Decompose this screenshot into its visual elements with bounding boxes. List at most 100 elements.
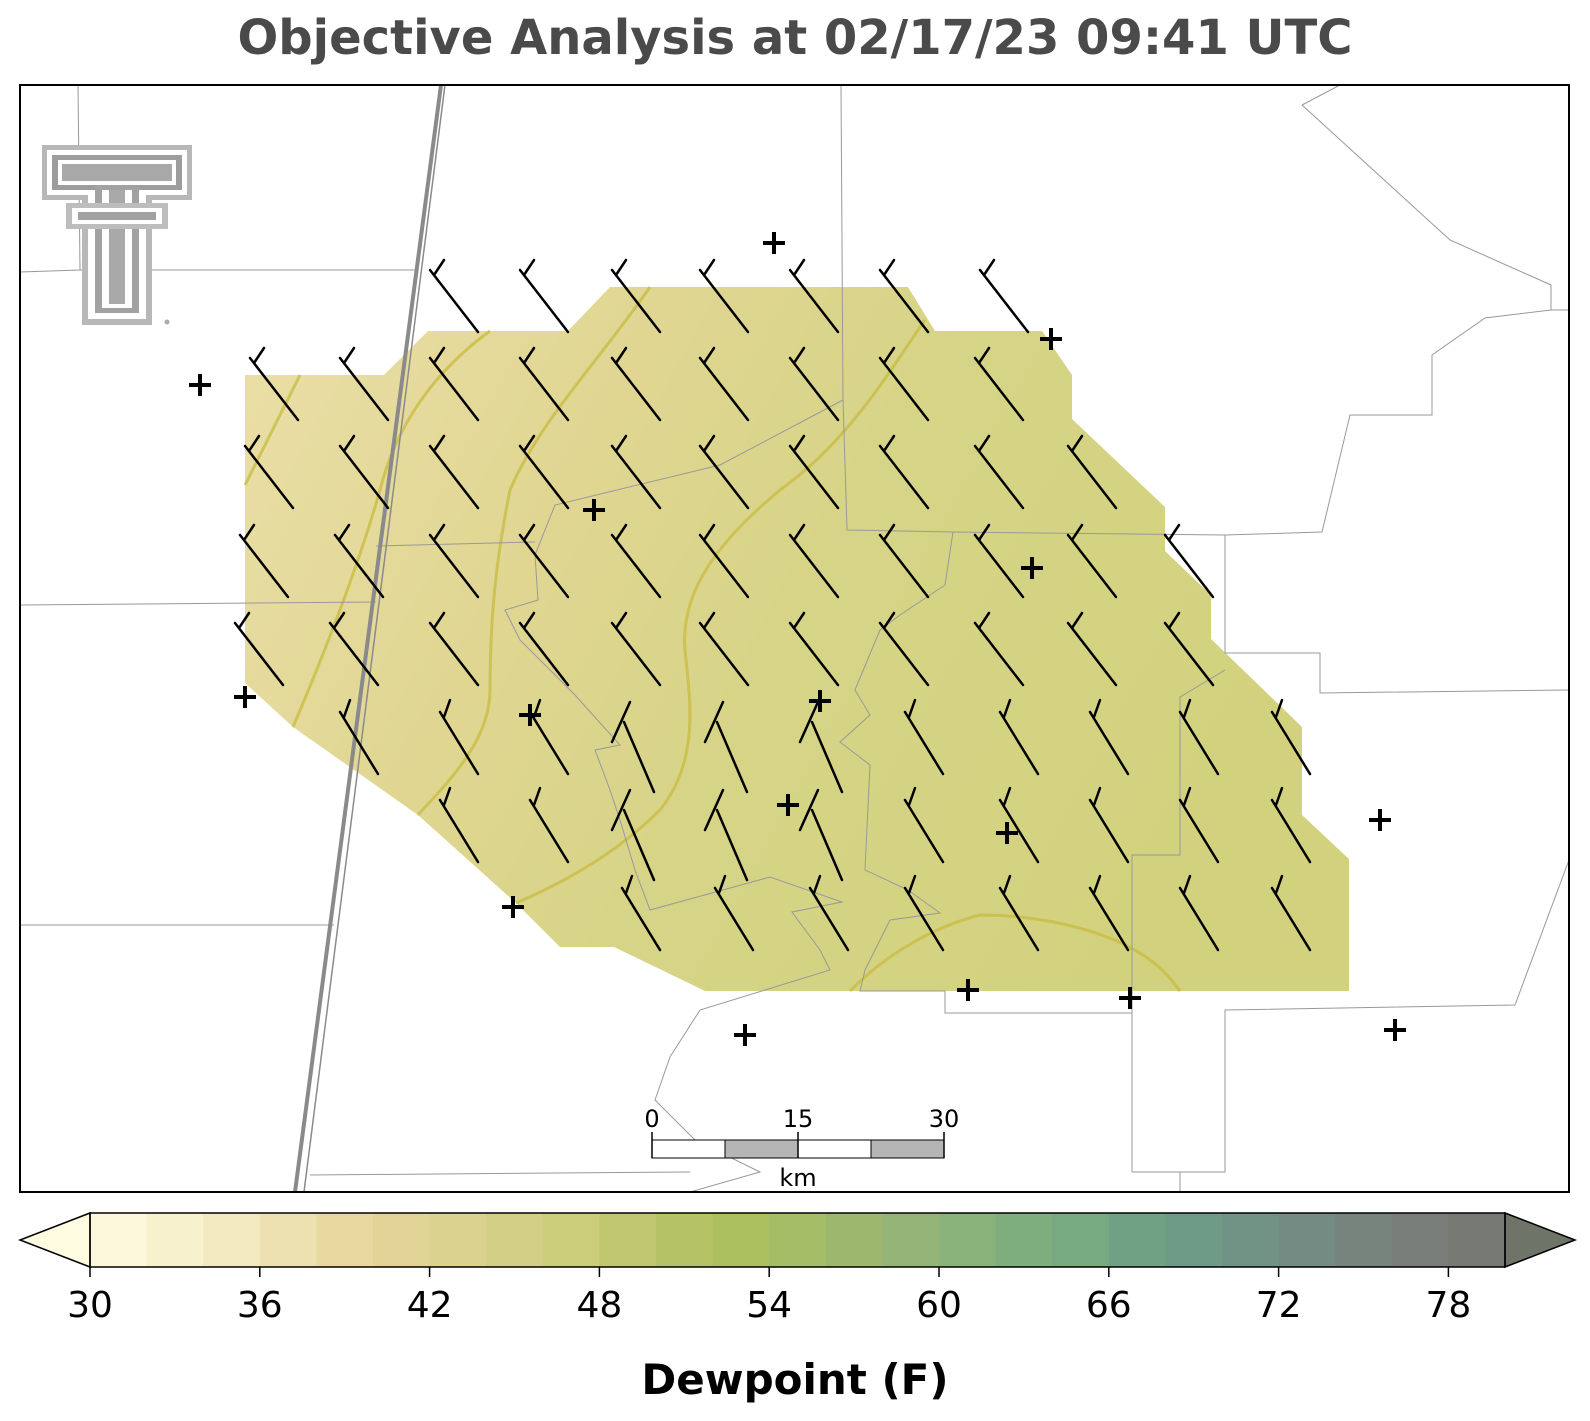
wind-barb: [703, 788, 749, 882]
wind-barb: [788, 346, 840, 422]
wind-barb: [428, 523, 480, 599]
station-marker: [777, 794, 799, 816]
wind-barb: [788, 434, 840, 510]
wind-barb: [1088, 786, 1130, 864]
wind-barb: [713, 874, 755, 952]
wind-barb: [973, 523, 1025, 599]
station-marker: [189, 374, 211, 396]
colorbar-cell: [1278, 1213, 1336, 1267]
colorbar-cell: [146, 1213, 204, 1267]
colorbar-extend-high: [1504, 1211, 1578, 1269]
contour-42: [416, 286, 652, 817]
wind-barb: [328, 611, 380, 687]
wind-barb: [1270, 698, 1312, 776]
colorbar-cell: [1165, 1213, 1223, 1267]
wind-barb: [998, 786, 1040, 864]
station-marker: [1384, 1019, 1406, 1041]
scale-label-0: 0: [644, 1105, 659, 1133]
wind-barb: [248, 346, 300, 422]
colorbar-cell: [1052, 1213, 1110, 1267]
colorbar-cell: [1391, 1213, 1449, 1267]
wind-barb: [610, 258, 662, 334]
colorbar-label: Dewpoint (F): [641, 1355, 949, 1404]
colorbar-cell: [939, 1213, 997, 1267]
colorbar-outline: [89, 1212, 1506, 1268]
wind-barb: [620, 874, 662, 952]
colorbar-cell: [429, 1213, 487, 1267]
colorbar-tick-label: 72: [1256, 1285, 1302, 1326]
colorbar-cell: [656, 1213, 714, 1267]
dewpoint-analysis-fill: [245, 287, 1349, 991]
station-marker: [1040, 328, 1062, 350]
wind-barb: [1066, 523, 1118, 599]
colorbar-ticks: 30 36 42 48 54 60 66 72 78: [67, 1267, 1471, 1326]
wind-barb: [338, 346, 390, 422]
wind-barb: [610, 346, 662, 422]
colorbar-cell: [825, 1213, 883, 1267]
wind-barb: [903, 874, 945, 952]
wind-barb: [698, 346, 750, 422]
station-marker: [734, 1024, 756, 1046]
wind-barb: [973, 611, 1025, 687]
station-marker: [957, 979, 979, 1001]
wind-barb: [878, 611, 930, 687]
scale-label-30: 30: [929, 1105, 960, 1133]
station-markers: [189, 232, 1406, 1046]
colorbar-cell: [542, 1213, 600, 1267]
wind-barb: [610, 523, 662, 599]
wind-barb: [428, 434, 480, 510]
wind-barb: [973, 346, 1025, 422]
wind-barb: [798, 700, 844, 794]
texas-tech-logo: [42, 145, 192, 325]
wind-barbs: [233, 258, 1312, 952]
colorbar-extend-low: [17, 1211, 91, 1269]
station-marker: [1021, 557, 1043, 579]
colorbar-cell: [486, 1213, 544, 1267]
wind-barb: [428, 611, 480, 687]
wind-barb: [973, 434, 1025, 510]
wind-barb: [698, 523, 750, 599]
station-marker: [763, 232, 785, 254]
wind-barb: [1178, 698, 1220, 776]
colorbar-tick-label: 66: [1086, 1285, 1132, 1326]
wind-barb: [903, 786, 945, 864]
colorbar-tick-label: 36: [237, 1285, 283, 1326]
colorbar-tick-label: 54: [746, 1285, 792, 1326]
contour-46: [848, 913, 1182, 993]
wind-barb: [698, 258, 750, 334]
colorbar-cell: [769, 1213, 827, 1267]
colorbar-tick-label: 42: [407, 1285, 453, 1326]
wind-barb: [610, 434, 662, 510]
colorbar-cell: [90, 1213, 148, 1267]
station-marker: [583, 499, 605, 521]
wind-barb: [698, 611, 750, 687]
colorbar-cells: [90, 1213, 1506, 1267]
wind-barb: [998, 874, 1040, 952]
wind-barb: [998, 698, 1040, 776]
colorbar-cell: [203, 1213, 261, 1267]
colorbar-cell: [1222, 1213, 1280, 1267]
wind-barb: [610, 611, 662, 687]
colorbar-cell: [373, 1213, 431, 1267]
contour-38: [243, 374, 302, 486]
wind-barb: [518, 611, 570, 687]
wind-barb: [243, 434, 295, 510]
wind-barb: [788, 523, 840, 599]
colorbar-tick-label: 48: [576, 1285, 622, 1326]
wind-barb: [333, 523, 385, 599]
colorbar-cell: [712, 1213, 770, 1267]
wind-barb: [1088, 698, 1130, 776]
wind-barb: [703, 700, 749, 794]
station-marker: [996, 822, 1018, 844]
map-border: [19, 84, 1570, 1193]
colorbar: 30 36 42 48 54 60 66 72 78: [17, 1211, 1578, 1326]
wind-barb: [878, 346, 930, 422]
wind-barb: [1088, 874, 1130, 952]
wind-barb: [518, 346, 570, 422]
wind-barb: [978, 258, 1030, 334]
station-marker: [502, 896, 524, 918]
wind-barb: [1163, 523, 1215, 599]
wind-barb: [338, 434, 390, 510]
wind-barb: [878, 523, 930, 599]
